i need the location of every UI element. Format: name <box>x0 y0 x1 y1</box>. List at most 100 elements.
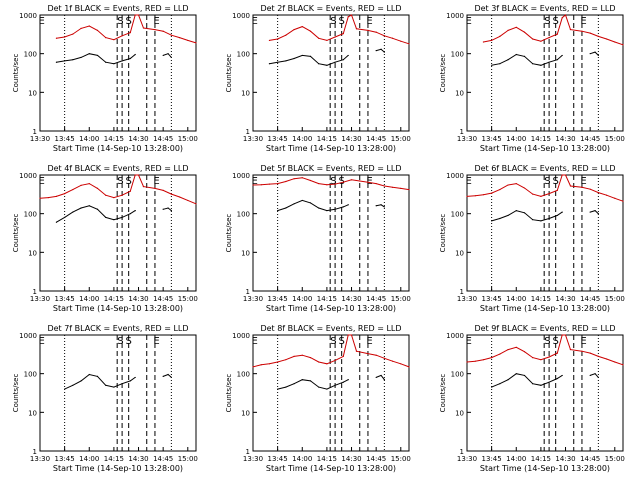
data-point <box>400 363 402 365</box>
x-tick-label: 13:45 <box>55 455 75 463</box>
data-point <box>96 54 99 57</box>
event-label: S <box>125 16 131 27</box>
data-point <box>277 388 279 390</box>
event-label: E <box>38 16 44 27</box>
data-point <box>383 185 385 187</box>
y-tick-label: 1 <box>33 288 37 296</box>
data-point <box>301 354 303 356</box>
data-point <box>88 25 90 27</box>
data-point <box>342 181 344 183</box>
data-point <box>301 177 303 179</box>
y-axis-label: Counts/sec <box>12 374 20 413</box>
data-point <box>597 355 599 357</box>
data-point <box>80 27 82 30</box>
data-point <box>268 363 271 365</box>
event-label: E <box>38 176 44 187</box>
chart-panel-2: Det 2f BLACK = Events, RED = LLD 1 10 100 10… <box>225 4 411 153</box>
y-tick-label: 10 <box>28 249 37 257</box>
data-point <box>342 355 344 357</box>
data-point <box>523 212 526 214</box>
y-tick-label: 1000 <box>232 332 250 340</box>
data-point <box>342 33 344 35</box>
series-line-events <box>491 373 563 388</box>
data-point <box>154 28 156 31</box>
y-tick-label: 1 <box>246 448 250 456</box>
data-point <box>523 351 526 353</box>
series-line-events-late <box>163 373 172 378</box>
series-line-events <box>491 53 563 66</box>
series-line-events-late <box>376 374 385 381</box>
data-point <box>561 174 563 176</box>
data-point <box>105 194 107 196</box>
x-tick-label: 14:45 <box>153 135 173 143</box>
plot-frame <box>252 174 410 292</box>
data-point <box>367 353 369 355</box>
series-line-events <box>64 373 136 390</box>
event-label: E <box>465 16 471 27</box>
y-tick-label: 10 <box>28 89 37 97</box>
data-point <box>96 29 99 31</box>
data-point <box>466 195 468 197</box>
y-tick-label: 100 <box>451 211 464 219</box>
data-point <box>523 374 526 377</box>
data-point <box>268 183 271 185</box>
data-point <box>162 375 164 377</box>
data-point <box>121 216 123 219</box>
x-tick-label: 15:00 <box>391 135 411 143</box>
y-axis-label: Counts/sec <box>439 54 447 93</box>
data-point <box>540 220 542 222</box>
data-point <box>400 40 402 42</box>
plot-frame <box>252 334 410 452</box>
data-point <box>129 32 131 34</box>
data-point <box>88 182 90 185</box>
x-tick-label: 13:45 <box>268 135 288 143</box>
x-tick-label: 13:45 <box>55 135 75 143</box>
data-point <box>113 219 115 221</box>
data-point <box>113 386 115 388</box>
data-point <box>605 194 608 196</box>
data-point <box>293 28 295 31</box>
data-point <box>507 214 509 217</box>
data-point <box>540 40 542 42</box>
x-tick-label: 14:30 <box>555 455 575 463</box>
y-tick-label: 100 <box>24 51 37 59</box>
y-axis-label: Counts/sec <box>225 54 233 93</box>
data-point <box>154 187 156 190</box>
data-point <box>347 379 349 381</box>
x-tick-label: 14:00 <box>79 455 99 463</box>
data-point <box>507 29 509 31</box>
data-point <box>532 219 534 221</box>
y-tick-label: 10 <box>455 409 464 417</box>
x-tick-label: 13:30 <box>243 295 263 303</box>
event-label: E <box>580 336 586 347</box>
data-point <box>380 48 382 50</box>
x-axis-label: Start Time (14-Sep-10 13:28:00) <box>266 304 396 313</box>
event-label: S <box>544 16 550 27</box>
data-point <box>350 334 353 336</box>
x-tick-label: 13:45 <box>482 295 502 303</box>
x-tick-label: 14:30 <box>341 455 361 463</box>
data-point <box>252 366 254 368</box>
data-point <box>167 207 169 209</box>
x-tick-label: 13:30 <box>30 455 50 463</box>
data-point <box>383 379 385 381</box>
data-point <box>359 180 361 182</box>
data-point <box>380 374 382 377</box>
data-point <box>334 61 336 63</box>
data-point <box>400 187 402 190</box>
data-point <box>80 380 82 382</box>
plot-frame <box>39 334 197 452</box>
data-point <box>391 360 394 362</box>
x-tick-label: 13:45 <box>268 295 288 303</box>
x-tick-label: 14:00 <box>79 295 99 303</box>
data-point <box>301 26 303 28</box>
series-line-events-late <box>590 373 599 378</box>
y-tick-label: 1 <box>246 128 250 136</box>
data-point <box>334 36 336 38</box>
chart-title: Det 4f BLACK = Events, RED = LLD <box>47 164 188 173</box>
data-point <box>605 358 608 360</box>
data-point <box>383 357 385 359</box>
series-line-events <box>56 205 136 223</box>
data-point <box>113 39 115 41</box>
